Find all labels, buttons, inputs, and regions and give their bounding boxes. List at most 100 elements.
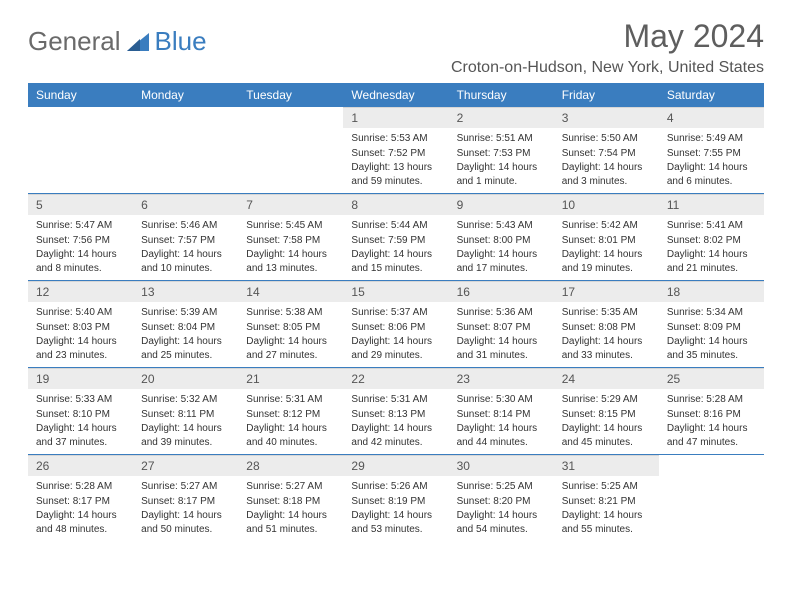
sunset-line: Sunset: 8:05 PM xyxy=(246,321,335,335)
day-number: 31 xyxy=(554,455,659,476)
day-body: Sunrise: 5:43 AMSunset: 8:00 PMDaylight:… xyxy=(449,215,554,280)
sunrise-line: Sunrise: 5:25 AM xyxy=(457,480,546,494)
sunrise-line: Sunrise: 5:41 AM xyxy=(667,219,756,233)
sunset-line: Sunset: 8:17 PM xyxy=(141,495,230,509)
day-number: 24 xyxy=(554,368,659,389)
calendar-row: 1Sunrise: 5:53 AMSunset: 7:52 PMDaylight… xyxy=(28,107,764,194)
daylight-line: Daylight: 14 hours and 21 minutes. xyxy=(667,248,756,275)
calendar-cell: 23 Sunrise: 5:30 AMSunset: 8:14 PMDayligh… xyxy=(449,368,554,455)
daylight-line: Daylight: 14 hours and 53 minutes. xyxy=(351,509,440,536)
day-number: 6 xyxy=(133,194,238,215)
calendar-cell: 30Sunrise: 5:25 AMSunset: 8:20 PMDayligh… xyxy=(449,455,554,542)
sunrise-line: Sunrise: 5:37 AM xyxy=(351,306,440,320)
calendar-cell xyxy=(238,107,343,194)
day-number: 13 xyxy=(133,281,238,302)
sunrise-line: Sunrise: 5:31 AM xyxy=(246,393,335,407)
sunset-line: Sunset: 8:09 PM xyxy=(667,321,756,335)
sunrise-line: Sunrise: 5:42 AM xyxy=(562,219,651,233)
sunset-line: Sunset: 8:11 PM xyxy=(141,408,230,422)
calendar-cell: 9Sunrise: 5:43 AMSunset: 8:00 PMDaylight… xyxy=(449,194,554,281)
daylight-line: Daylight: 14 hours and 8 minutes. xyxy=(36,248,125,275)
sunrise-line: Sunrise: 5:31 AM xyxy=(351,393,440,407)
day-body: Sunrise: 5:35 AMSunset: 8:08 PMDaylight:… xyxy=(554,302,659,367)
sunrise-line: Sunrise: 5:28 AM xyxy=(667,393,756,407)
day-body: Sunrise: 5:31 AMSunset: 8:13 PMDaylight:… xyxy=(343,389,448,454)
calendar-cell: 13Sunrise: 5:39 AMSunset: 8:04 PMDayligh… xyxy=(133,281,238,368)
calendar-cell xyxy=(28,107,133,194)
sunset-line: Sunset: 8:19 PM xyxy=(351,495,440,509)
day-number: 22 xyxy=(343,368,448,389)
weekday-header: Thursday xyxy=(449,83,554,107)
calendar-cell: 16Sunrise: 5:36 AMSunset: 8:07 PMDayligh… xyxy=(449,281,554,368)
sunrise-line: Sunrise: 5:53 AM xyxy=(351,132,440,146)
sunset-line: Sunset: 8:14 PM xyxy=(457,408,546,422)
day-number: 5 xyxy=(28,194,133,215)
calendar-cell xyxy=(133,107,238,194)
daylight-line: Daylight: 14 hours and 39 minutes. xyxy=(141,422,230,449)
day-number: 2 xyxy=(449,107,554,128)
header: General Blue May 2024 Croton-on-Hudson, … xyxy=(28,18,764,77)
calendar-cell: 7Sunrise: 5:45 AMSunset: 7:58 PMDaylight… xyxy=(238,194,343,281)
sunset-line: Sunset: 7:57 PM xyxy=(141,234,230,248)
calendar-cell: 24Sunrise: 5:29 AMSunset: 8:15 PMDayligh… xyxy=(554,368,659,455)
logo: General Blue xyxy=(28,26,207,57)
daylight-line: Daylight: 14 hours and 33 minutes. xyxy=(562,335,651,362)
daylight-line: Daylight: 14 hours and 29 minutes. xyxy=(351,335,440,362)
calendar-cell: 11Sunrise: 5:41 AMSunset: 8:02 PMDayligh… xyxy=(659,194,764,281)
daylight-line: Daylight: 14 hours and 17 minutes. xyxy=(457,248,546,275)
sunset-line: Sunset: 8:10 PM xyxy=(36,408,125,422)
month-title: May 2024 xyxy=(451,18,764,55)
day-number: 9 xyxy=(449,194,554,215)
day-number: 29 xyxy=(343,455,448,476)
sunset-line: Sunset: 8:04 PM xyxy=(141,321,230,335)
calendar-cell: 18Sunrise: 5:34 AMSunset: 8:09 PMDayligh… xyxy=(659,281,764,368)
sunset-line: Sunset: 7:59 PM xyxy=(351,234,440,248)
day-number: 15 xyxy=(343,281,448,302)
day-body: Sunrise: 5:29 AMSunset: 8:15 PMDaylight:… xyxy=(554,389,659,454)
weekday-header: Sunday xyxy=(28,83,133,107)
day-number: 4 xyxy=(659,107,764,128)
sunset-line: Sunset: 8:15 PM xyxy=(562,408,651,422)
calendar-cell: 1Sunrise: 5:53 AMSunset: 7:52 PMDaylight… xyxy=(343,107,448,194)
day-body: Sunrise: 5:33 AMSunset: 8:10 PMDaylight:… xyxy=(28,389,133,454)
day-number: 11 xyxy=(659,194,764,215)
day-body: Sunrise: 5:36 AMSunset: 8:07 PMDaylight:… xyxy=(449,302,554,367)
calendar-cell: 19Sunrise: 5:33 AMSunset: 8:10 PMDayligh… xyxy=(28,368,133,455)
day-number: 16 xyxy=(449,281,554,302)
sunset-line: Sunset: 7:54 PM xyxy=(562,147,651,161)
sunset-line: Sunset: 8:03 PM xyxy=(36,321,125,335)
calendar-cell: 22Sunrise: 5:31 AMSunset: 8:13 PMDayligh… xyxy=(343,368,448,455)
calendar-row: 19Sunrise: 5:33 AMSunset: 8:10 PMDayligh… xyxy=(28,368,764,455)
sunrise-line: Sunrise: 5:30 AM xyxy=(457,393,546,407)
daylight-line: Daylight: 14 hours and 35 minutes. xyxy=(667,335,756,362)
daylight-line: Daylight: 14 hours and 40 minutes. xyxy=(246,422,335,449)
sunrise-line: Sunrise: 5:51 AM xyxy=(457,132,546,146)
day-number: 23 xyxy=(449,368,554,389)
daylight-line: Daylight: 14 hours and 44 minutes. xyxy=(457,422,546,449)
calendar-cell: 8Sunrise: 5:44 AMSunset: 7:59 PMDaylight… xyxy=(343,194,448,281)
day-body: Sunrise: 5:28 AMSunset: 8:16 PMDaylight:… xyxy=(659,389,764,454)
title-block: May 2024 Croton-on-Hudson, New York, Uni… xyxy=(451,18,764,77)
calendar-cell: 3Sunrise: 5:50 AMSunset: 7:54 PMDaylight… xyxy=(554,107,659,194)
calendar-cell: 31Sunrise: 5:25 AMSunset: 8:21 PMDayligh… xyxy=(554,455,659,542)
sunset-line: Sunset: 7:52 PM xyxy=(351,147,440,161)
calendar-cell: 10Sunrise: 5:42 AMSunset: 8:01 PMDayligh… xyxy=(554,194,659,281)
calendar-cell: 12Sunrise: 5:40 AMSunset: 8:03 PMDayligh… xyxy=(28,281,133,368)
daylight-line: Daylight: 14 hours and 27 minutes. xyxy=(246,335,335,362)
day-number: 14 xyxy=(238,281,343,302)
day-number: 19 xyxy=(28,368,133,389)
sunset-line: Sunset: 7:58 PM xyxy=(246,234,335,248)
sunrise-line: Sunrise: 5:44 AM xyxy=(351,219,440,233)
daylight-line: Daylight: 14 hours and 51 minutes. xyxy=(246,509,335,536)
weekday-header-row: Sunday Monday Tuesday Wednesday Thursday… xyxy=(28,83,764,107)
day-number: 8 xyxy=(343,194,448,215)
day-body: Sunrise: 5:38 AMSunset: 8:05 PMDaylight:… xyxy=(238,302,343,367)
daylight-line: Daylight: 14 hours and 42 minutes. xyxy=(351,422,440,449)
day-number: 30 xyxy=(449,455,554,476)
sunrise-line: Sunrise: 5:25 AM xyxy=(562,480,651,494)
calendar-cell: 28Sunrise: 5:27 AMSunset: 8:18 PMDayligh… xyxy=(238,455,343,542)
calendar-row: 12Sunrise: 5:40 AMSunset: 8:03 PMDayligh… xyxy=(28,281,764,368)
day-number: 1 xyxy=(343,107,448,128)
day-body: Sunrise: 5:27 AMSunset: 8:17 PMDaylight:… xyxy=(133,476,238,541)
calendar-table: Sunday Monday Tuesday Wednesday Thursday… xyxy=(28,83,764,541)
